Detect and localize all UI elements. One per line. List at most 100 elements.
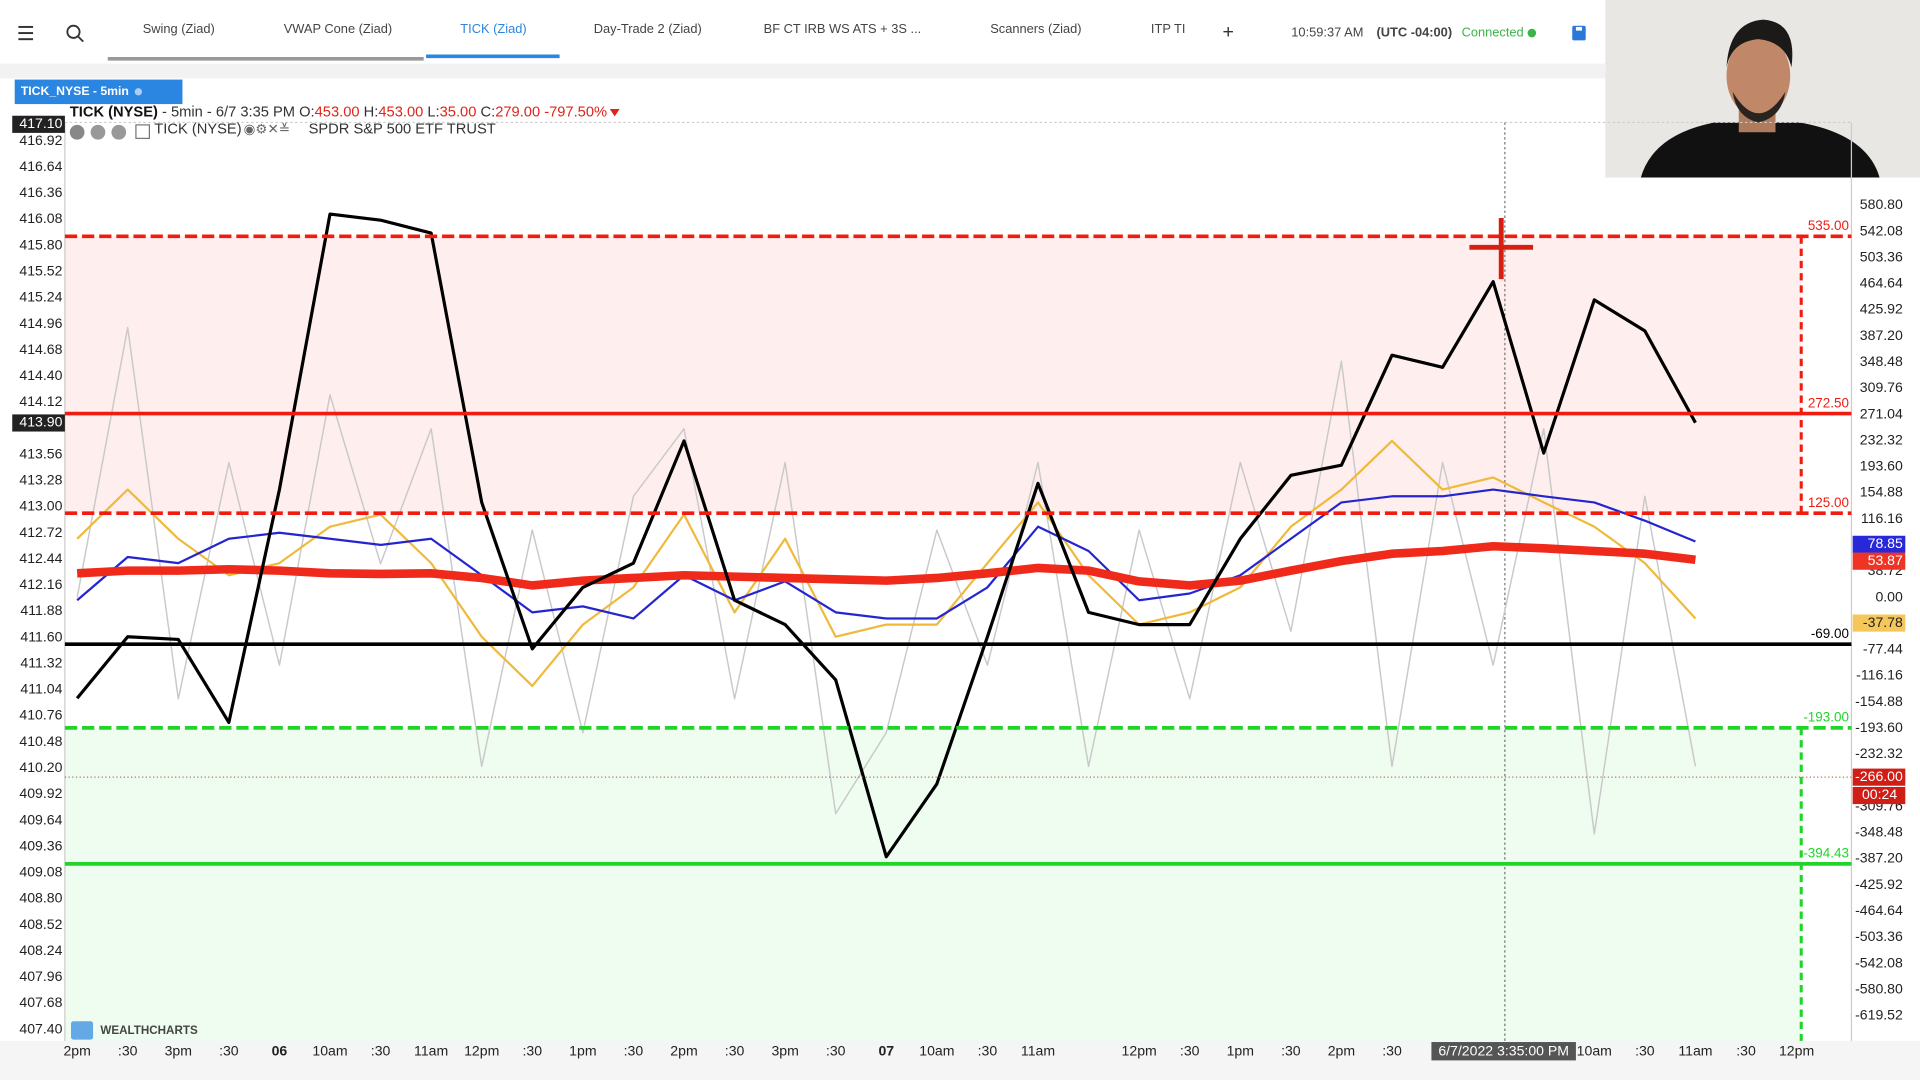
person-hair: [1726, 19, 1793, 68]
y2-tick-label: -580.80: [1855, 980, 1903, 996]
y2-tick-label: -116.16: [1856, 667, 1903, 683]
symbol: TICK (NYSE): [70, 105, 158, 121]
y2-tick-label: -387.20: [1855, 850, 1903, 866]
y-tick-label: 415.24: [19, 289, 62, 305]
control-btn[interactable]: [90, 124, 106, 140]
indicator-name: TICK (NYSE): [154, 122, 241, 138]
tab[interactable]: Day-Trade 2 (Ziad): [594, 21, 702, 36]
control-btn[interactable]: [135, 124, 150, 139]
y-tick-label: 413.28: [19, 472, 62, 488]
webcam: [1605, 0, 1920, 178]
tab[interactable]: Scanners (Ziad): [990, 21, 1081, 36]
y-tick-label: 411.60: [20, 628, 62, 644]
y2-tick-label: 542.08: [1860, 222, 1903, 238]
value-marker: [1852, 535, 1906, 553]
x-tick-label: 1pm: [569, 1043, 596, 1059]
down-arrow: [609, 108, 620, 117]
y2-tick-label: 503.36: [1860, 248, 1903, 264]
info: - 5min - 6/7 3:35 PM: [158, 105, 295, 121]
x-tick-label: 12pm: [1779, 1043, 1814, 1059]
y-tick-label: 414.68: [19, 341, 62, 357]
y2-tick-label: -348.48: [1855, 824, 1903, 840]
change: -797.50%: [540, 105, 607, 121]
price-marker: [12, 414, 65, 432]
x-tick-label: 11am: [1678, 1043, 1712, 1059]
x-tick-label: :30: [371, 1043, 391, 1059]
y2-tick-label: -542.08: [1855, 954, 1903, 970]
y-tick-label: 409.92: [19, 785, 62, 801]
y-tick-label: 410.20: [19, 759, 62, 775]
x-tick-label: 1pm: [1227, 1043, 1254, 1059]
y2-tick-label: 580.80: [1860, 196, 1903, 212]
series-line: [76, 326, 1697, 835]
y-tick-label: 416.08: [19, 210, 62, 226]
x-tick-label: :30: [826, 1043, 846, 1059]
series-line: [76, 488, 1696, 620]
control-btn[interactable]: [69, 124, 85, 140]
y-tick-label: 407.68: [19, 994, 62, 1010]
add-tab[interactable]: +: [1222, 21, 1233, 43]
indicator-controls[interactable]: [69, 124, 150, 140]
x-tick-label: 07: [878, 1043, 894, 1059]
x-tick-label: 10am: [919, 1043, 954, 1059]
y-tick-label: 411.88: [20, 602, 62, 618]
search-lens: [66, 24, 81, 39]
y2-tick-label: 464.64: [1860, 275, 1903, 291]
x-tick-label: :30: [1635, 1043, 1655, 1059]
y-tick-label: 409.64: [19, 811, 62, 827]
x-tick-label: 3pm: [771, 1043, 798, 1059]
tab[interactable]: VWAP Cone (Ziad): [284, 21, 393, 36]
price-marker-label: 413.90: [19, 414, 62, 430]
y-tick-label: 412.44: [19, 550, 62, 566]
y-tick-label: 407.96: [19, 968, 62, 984]
indicator-icons[interactable]: ◉⚙✕≚: [244, 121, 290, 136]
zone: [64, 727, 1802, 1041]
panel-tag-bg[interactable]: [14, 79, 183, 105]
x-tick-label: :30: [624, 1043, 644, 1059]
x-tick-label: :30: [725, 1043, 745, 1059]
y-tick-label: 414.12: [19, 393, 62, 409]
y-tick-label: 412.72: [19, 524, 62, 540]
clock: 10:59:37 AM: [1291, 24, 1363, 39]
save-label: [1575, 26, 1583, 31]
top-bar: [0, 0, 1606, 64]
series-line: [75, 212, 1697, 859]
x-tick-label: 2pm: [63, 1043, 90, 1059]
value-marker: [1852, 614, 1906, 632]
value-marker-label: 53.87: [1868, 552, 1903, 568]
x-tick-label: 11am: [1021, 1043, 1055, 1059]
tab[interactable]: TICK (Ziad): [460, 21, 526, 36]
y-tick-label: 411.32: [20, 654, 62, 670]
watermark: WEALTHCHARTS: [100, 1024, 198, 1037]
x-tick-label: 2pm: [1328, 1043, 1355, 1059]
y-tick-label: 408.80: [19, 890, 62, 906]
y-tick-label: 410.48: [19, 733, 62, 749]
y2-tick-label: -464.64: [1855, 902, 1903, 918]
ohlc-key: O:: [295, 105, 315, 121]
tab[interactable]: BF CT IRB WS ATS + 3S ...: [764, 21, 922, 36]
y2-tick-label: -232.32: [1855, 745, 1903, 761]
y-tick-label: 415.52: [19, 262, 62, 278]
y2-tick-label: 116.16: [1861, 510, 1903, 526]
y-tick-label: 410.76: [19, 707, 62, 723]
tab[interactable]: ITP TI: [1151, 21, 1186, 36]
save-icon[interactable]: [1572, 25, 1586, 41]
y-tick-label: 416.92: [19, 132, 62, 148]
menu-icon[interactable]: [18, 25, 34, 41]
y-tick-label: 412.16: [19, 576, 62, 592]
y-tick-label: 409.36: [19, 837, 62, 853]
save-body: [1572, 25, 1586, 41]
x-tick-label: 06: [272, 1043, 288, 1059]
ohlc-value: 279.00: [495, 105, 540, 121]
ohlc-value: 35.00: [440, 105, 477, 121]
value-marker-label: -37.78: [1863, 614, 1903, 630]
tab-bar: Swing (Ziad) VWAP Cone (Ziad) TICK (Ziad) D…: [143, 21, 1186, 59]
search-icon[interactable]: [66, 24, 84, 43]
connection-status: Connected: [1462, 24, 1524, 39]
y-tick-label: 416.36: [19, 184, 62, 200]
tab[interactable]: Swing (Ziad): [143, 21, 215, 36]
control-btn[interactable]: [111, 124, 127, 140]
person-face: [1726, 34, 1791, 118]
price-marker: [12, 115, 65, 133]
